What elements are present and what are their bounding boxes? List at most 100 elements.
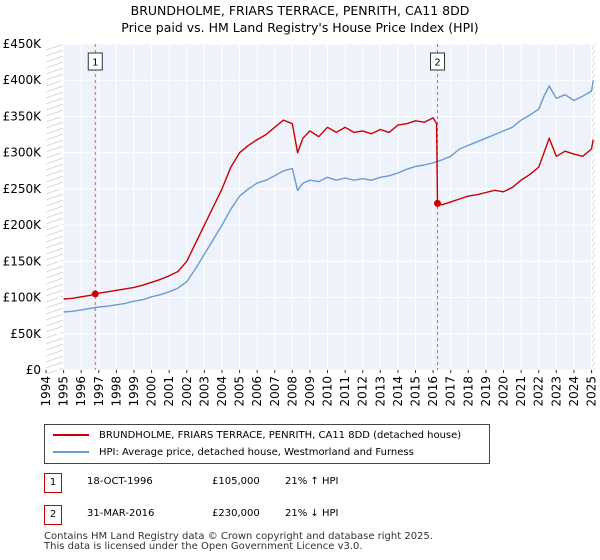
hatch-line (45, 277, 64, 285)
hatch-line (45, 181, 64, 189)
hatch-line (591, 313, 596, 321)
hatch-line (45, 337, 64, 345)
footer-copyright: Contains HM Land Registry data © Crown c… (44, 531, 433, 542)
x-tick-label: 2004 (215, 376, 229, 407)
hatch-line (591, 229, 596, 237)
hatch-line (45, 271, 64, 279)
hatch-line (591, 355, 596, 363)
x-tick-label: 2012 (356, 376, 370, 407)
hatch-line (45, 331, 64, 339)
legend-item-property: BRUNDHOLME, FRIARS TERRACE, PENRITH, CA1… (53, 427, 461, 443)
y-tick-label: £50K (10, 327, 42, 341)
chart-title: BRUNDHOLME, FRIARS TERRACE, PENRITH, CA1… (130, 3, 470, 18)
hatch-line (591, 169, 596, 177)
hatch-line (45, 283, 64, 291)
legend-item-hpi: HPI: Average price, detached house, West… (53, 444, 414, 460)
hatch-line (45, 295, 64, 303)
hatch-line (45, 205, 64, 213)
hatch-line (45, 97, 64, 105)
x-tick-label: 2010 (321, 376, 335, 407)
hatch-line (45, 103, 64, 111)
hatch-line (45, 169, 64, 177)
sale-point-2 (434, 199, 442, 207)
x-tick-label: 2020 (497, 376, 511, 407)
x-tick-label: 1994 (39, 376, 53, 407)
legend-swatch-hpi (53, 451, 89, 453)
sale-price-2: £230,000 (212, 508, 260, 519)
chart-subtitle: Price paid vs. HM Land Registry's House … (121, 20, 479, 35)
x-tick-label: 2001 (162, 376, 176, 407)
hatch-line (45, 115, 64, 123)
property-line (63, 117, 594, 300)
sale-price-1: £105,000 (212, 476, 260, 487)
hatch-line (45, 133, 64, 141)
x-tick-label: 2003 (197, 376, 211, 407)
x-tick-label: 1995 (57, 376, 71, 407)
sale-date-2: 31-MAR-2016 (87, 508, 155, 519)
x-tick-label: 1998 (109, 376, 123, 407)
sale-point-1 (91, 290, 99, 298)
plot-area (46, 44, 595, 370)
hatch-line (591, 91, 596, 99)
hatch-line (591, 247, 596, 255)
y-tick-label: £0 (26, 363, 41, 377)
hatch-line (45, 175, 64, 183)
hatch-line (45, 139, 64, 147)
hatch-line (45, 67, 64, 75)
hatch-line (45, 325, 64, 333)
price-chart: 1 2 £0 £50K £100K £150K £200K £250K £300K £350K £4… (3, 37, 599, 407)
x-tick-label: 1999 (127, 376, 141, 407)
hatch-line (45, 55, 64, 63)
y-tick-label: £400K (3, 73, 43, 87)
hatch-line (591, 289, 596, 297)
hatch-line (45, 211, 64, 219)
hatch-line (45, 49, 64, 57)
x-tick-label: 2009 (303, 376, 317, 407)
hatch-line (45, 241, 64, 249)
hatch-line (591, 115, 596, 123)
hatch-line (591, 103, 596, 111)
sale-badge-1: 1 (44, 473, 62, 493)
hatch-line (591, 205, 596, 213)
hatch-line (591, 361, 596, 369)
hatch-line (591, 109, 596, 117)
hatch-line (45, 319, 64, 327)
hatch-line (45, 121, 64, 129)
x-tick-label: 2008 (285, 376, 299, 407)
x-tick-label: 2000 (145, 376, 159, 407)
x-tick-label: 2017 (444, 376, 458, 407)
hatch-line (45, 307, 64, 315)
hatch-line (591, 49, 596, 57)
hatch-line (591, 145, 596, 153)
legend-swatch-property (53, 434, 89, 436)
hatch-line (591, 343, 596, 351)
sale-marker-label-1: 1 (92, 58, 98, 69)
hatch-line (45, 355, 64, 363)
footer: Contains HM Land Registry data © Crown c… (44, 532, 433, 552)
hatch-line (591, 67, 596, 75)
hatch-line (45, 61, 64, 69)
hatch-line (45, 91, 64, 99)
hatch-line (45, 301, 64, 309)
hatch-line (591, 337, 596, 345)
hatch-line (45, 367, 64, 375)
hatch-line (591, 217, 596, 225)
hatch-line (591, 331, 596, 339)
hatch-line (591, 121, 596, 129)
legend-label-hpi: HPI: Average price, detached house, West… (99, 446, 414, 458)
x-tick-label: 2007 (268, 376, 282, 407)
hatch-line (45, 145, 64, 153)
hatch-line (591, 133, 596, 141)
y-tick-label: £350K (3, 109, 43, 123)
hatch-line (591, 55, 596, 63)
hatch-line (45, 73, 64, 81)
hatch-line (45, 235, 64, 243)
hatch-line (591, 277, 596, 285)
hatch-line (45, 127, 64, 135)
hatched-range-1 (591, 44, 595, 370)
hatch-line (591, 271, 596, 279)
hatch-line (591, 73, 596, 81)
hatch-line (591, 367, 596, 375)
hatch-line (45, 157, 64, 165)
x-tick-label: 2021 (514, 376, 528, 407)
